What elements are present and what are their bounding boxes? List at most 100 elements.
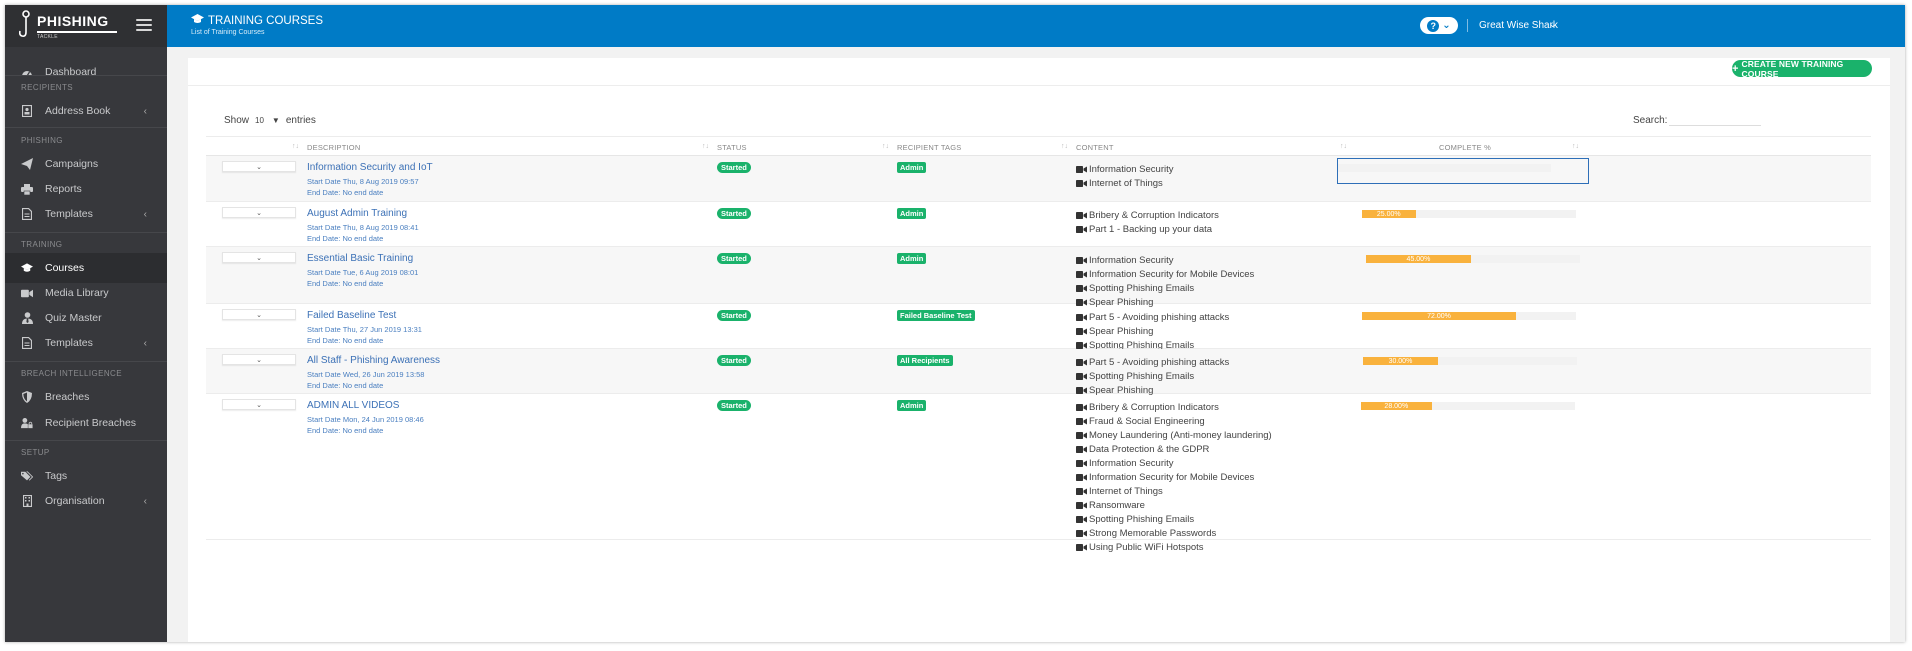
- chevron-left-icon: ‹: [143, 209, 147, 220]
- menu-toggle-icon[interactable]: [136, 19, 152, 31]
- content-item: Data Protection & the GDPR: [1076, 442, 1272, 456]
- recipient-tag-badge: All Recipients: [897, 355, 953, 366]
- complete-percent-label: 28.00%: [1384, 402, 1409, 410]
- plus-icon: +: [1732, 62, 1739, 75]
- sidebar-item-media-library[interactable]: Media Library: [5, 278, 167, 308]
- sidebar-item-campaigns[interactable]: Campaigns: [5, 149, 167, 179]
- graduation-cap-icon: [21, 262, 33, 274]
- course-title-link[interactable]: Essential Basic Training: [307, 253, 414, 264]
- content-item-label: Spear Phishing: [1089, 384, 1154, 396]
- row-actions-dropdown[interactable]: ⌄: [222, 252, 296, 263]
- help-button[interactable]: ? ⌄: [1420, 17, 1458, 34]
- sidebar-item-label: Media Library: [45, 287, 109, 299]
- logo-underline: [37, 31, 117, 33]
- table-row: ⌄ Information Security and IoT Start Date …: [206, 156, 1871, 202]
- sort-icon[interactable]: ↑↓: [1572, 143, 1579, 150]
- sort-icon[interactable]: ↑↓: [1340, 143, 1347, 150]
- complete-progress-fill: 45.00%: [1366, 255, 1471, 263]
- course-title-link[interactable]: Information Security and IoT: [307, 162, 433, 173]
- column-header-complete[interactable]: COMPLETE %: [1439, 143, 1492, 152]
- user-menu[interactable]: Great Wise Shark: [1479, 20, 1558, 31]
- content-item: Strong Memorable Passwords: [1076, 526, 1272, 540]
- complete-progress-bar: 25.00%: [1362, 210, 1576, 218]
- column-header-status[interactable]: STATUS: [717, 143, 747, 152]
- course-content-list: Information Security Internet of Things: [1076, 162, 1173, 190]
- sidebar-item-breaches[interactable]: Breaches: [5, 382, 167, 412]
- content-item: Fraud & Social Engineering: [1076, 414, 1272, 428]
- sort-icon[interactable]: ↑↓: [292, 143, 299, 150]
- video-camera-icon: [1076, 211, 1087, 219]
- content-item-label: Part 5 - Avoiding phishing attacks: [1089, 356, 1230, 368]
- sidebar-item-tags[interactable]: Tags: [5, 461, 167, 491]
- content-item: Part 1 - Backing up your data: [1076, 222, 1219, 236]
- status-badge: Started: [717, 355, 751, 366]
- entries-select[interactable]: 10 ▼: [255, 116, 280, 125]
- create-course-button[interactable]: + CREATE NEW TRAINING COURSE: [1732, 59, 1872, 79]
- sort-icon[interactable]: ↑↓: [882, 143, 889, 150]
- content-item: Spotting Phishing Emails: [1076, 512, 1272, 526]
- video-camera-icon: [1076, 515, 1087, 523]
- sidebar-item-address-book[interactable]: Address Book ‹: [5, 96, 167, 126]
- sort-icon[interactable]: ↑↓: [702, 143, 709, 150]
- course-end-date: End Date: No end date: [307, 381, 384, 390]
- sidebar-item-templates-phishing[interactable]: Templates ‹: [5, 199, 167, 229]
- content-item-label: Part 5 - Avoiding phishing attacks: [1089, 311, 1230, 323]
- chevron-left-icon: ‹: [143, 338, 147, 349]
- table-row: ⌄ Essential Basic Training Start Date Tue,…: [206, 247, 1871, 308]
- row-actions-dropdown[interactable]: ⌄: [222, 399, 296, 410]
- column-header-content[interactable]: CONTENT: [1076, 143, 1114, 152]
- print-icon: [21, 183, 33, 195]
- content-item: Information Security: [1076, 456, 1272, 470]
- video-camera-icon: [1076, 431, 1087, 439]
- content-item-label: Spear Phishing: [1089, 296, 1154, 308]
- content-item-label: Spotting Phishing Emails: [1089, 339, 1195, 351]
- course-description: ADMIN ALL VIDEOS Start Date Mon, 24 Jun 2…: [307, 400, 424, 436]
- sidebar-item-label: Templates: [45, 337, 93, 349]
- row-actions-dropdown[interactable]: ⌄: [222, 207, 296, 218]
- status-badge: Started: [717, 162, 751, 173]
- content-item: Bribery & Corruption Indicators: [1076, 208, 1219, 222]
- sidebar-item-organisation[interactable]: Organisation ‹: [5, 486, 167, 516]
- course-content-list: Bribery & Corruption Indicators Fraud & S…: [1076, 400, 1272, 554]
- course-start-date: Start Date Wed, 26 Jun 2019 13:58: [307, 370, 425, 379]
- column-header-description[interactable]: DESCRIPTION: [307, 143, 361, 152]
- course-title-link[interactable]: August Admin Training: [307, 208, 408, 219]
- chevron-down-icon[interactable]: ⌄: [1549, 19, 1557, 29]
- content-item: Information Security for Mobile Devices: [1076, 267, 1254, 281]
- row-actions-dropdown[interactable]: ⌄: [222, 309, 296, 320]
- chevron-left-icon: ‹: [143, 106, 147, 117]
- question-icon: ?: [1427, 19, 1440, 32]
- row-actions-dropdown[interactable]: ⌄: [222, 161, 296, 172]
- recipient-tag-badge: Admin: [897, 253, 927, 264]
- complete-percent-label: 45.00%: [1406, 255, 1431, 263]
- sidebar-divider: [5, 440, 167, 441]
- sidebar-item-courses[interactable]: Courses: [5, 253, 167, 283]
- course-end-date: End Date: No end date: [307, 426, 384, 435]
- search-input[interactable]: [1669, 114, 1762, 126]
- sidebar-item-label: Reports: [45, 183, 82, 195]
- course-start-date: Start Date Thu, 27 Jun 2019 13:31: [307, 325, 422, 334]
- user-tie-icon: [21, 312, 33, 324]
- content-item-label: Money Laundering (Anti-money laundering): [1089, 429, 1272, 441]
- column-header-recipient-tags[interactable]: RECIPIENT TAGS: [897, 143, 962, 152]
- sort-icon[interactable]: ↑↓: [1061, 143, 1068, 150]
- course-start-date: Start Date Thu, 8 Aug 2019 09:57: [307, 177, 419, 186]
- sidebar-section-phishing: PHISHING: [21, 136, 63, 145]
- course-title-link[interactable]: Failed Baseline Test: [307, 310, 397, 321]
- sidebar-item-reports[interactable]: Reports: [5, 174, 167, 204]
- sidebar-item-quiz-master[interactable]: Quiz Master: [5, 303, 167, 333]
- course-title-link[interactable]: ADMIN ALL VIDEOS: [307, 400, 400, 411]
- sidebar-divider: [5, 75, 167, 76]
- complete-progress-bar: 30.00%: [1363, 357, 1577, 365]
- sidebar-item-templates-training[interactable]: Templates ‹: [5, 328, 167, 358]
- app-window: PHISHING TACKLE Dashboard RECIPIENTS Add…: [5, 5, 1905, 642]
- course-title-link[interactable]: All Staff - Phishing Awareness: [307, 355, 441, 366]
- row-actions-dropdown[interactable]: ⌄: [222, 354, 296, 365]
- search-label: Search:: [1633, 114, 1668, 126]
- fish-hook-icon: [19, 10, 30, 37]
- content-item-label: Information Security: [1089, 254, 1174, 266]
- video-camera-icon: [1076, 341, 1087, 349]
- video-camera-icon: [1076, 179, 1087, 187]
- sidebar-item-recipient-breaches[interactable]: Recipient Breaches: [5, 408, 167, 438]
- user-lock-icon: [21, 417, 33, 429]
